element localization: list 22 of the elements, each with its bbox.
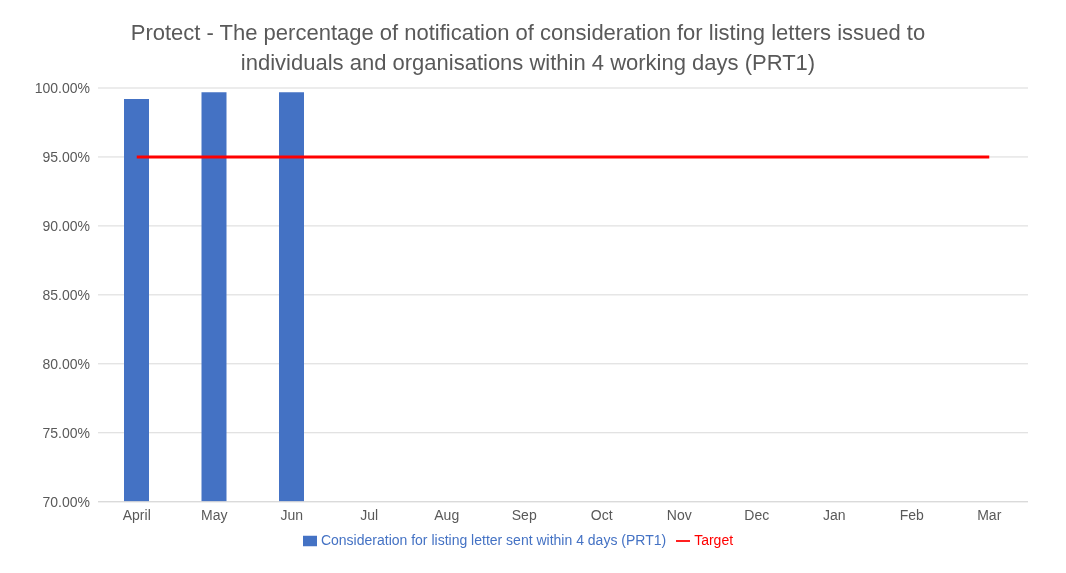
x-tick-label: Jun (280, 506, 304, 523)
x-tick-label: Mar (977, 506, 1002, 523)
x-tick-label: Dec (744, 506, 770, 523)
x-tick-label: Jan (822, 506, 846, 523)
y-tick-label: 80.00% (42, 355, 90, 372)
legend-label: Target (694, 531, 734, 548)
y-tick-label: 90.00% (42, 217, 90, 234)
y-tick-label: 85.00% (42, 286, 90, 303)
chart-title: Protect - The percentage of notification of consideration for listing letters issued to individuals and organisations within 4 working days (PRT1) (129, 19, 927, 77)
legend-label: Consideration for listing letter sent within 4 days (PRT1) (320, 531, 667, 548)
x-tick-label: Jul (360, 506, 379, 523)
x-tick-label: April (122, 506, 151, 523)
y-tick-label: 75.00% (42, 424, 90, 441)
x-tick-label: Oct (590, 506, 613, 523)
x-tick-label: May (201, 506, 228, 523)
y-tick-label: 95.00% (42, 148, 90, 165)
x-tick-label: Aug (434, 506, 460, 523)
y-tick-label: 70.00% (42, 493, 90, 510)
x-tick-label: Feb (899, 506, 925, 523)
x-tick-label: Sep (511, 506, 537, 523)
y-tick-label: 100.00% (34, 79, 90, 96)
x-tick-label: Nov (666, 506, 692, 523)
